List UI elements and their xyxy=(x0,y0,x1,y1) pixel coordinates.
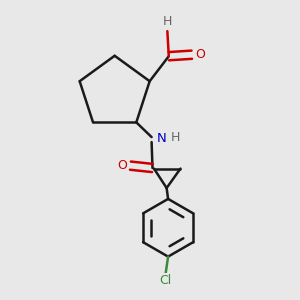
Text: N: N xyxy=(157,132,167,145)
Text: O: O xyxy=(195,48,205,61)
Text: H: H xyxy=(171,130,180,144)
Text: O: O xyxy=(117,159,127,172)
Text: H: H xyxy=(163,15,172,28)
Text: Cl: Cl xyxy=(159,274,171,287)
